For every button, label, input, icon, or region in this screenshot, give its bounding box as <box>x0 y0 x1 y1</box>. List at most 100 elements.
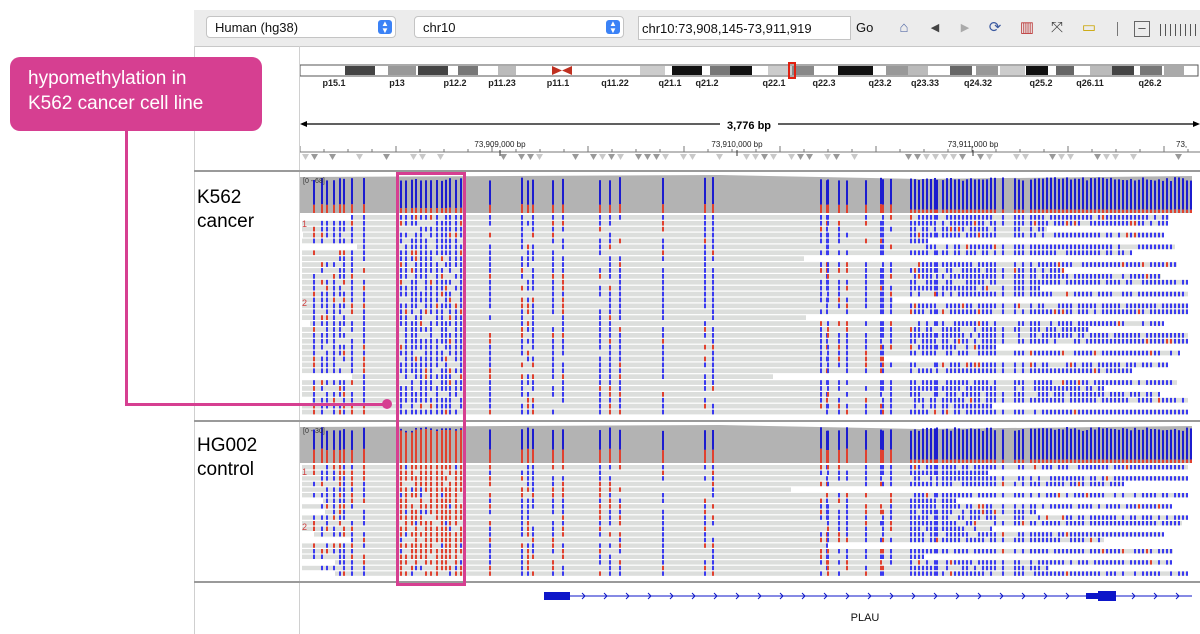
aligned-read <box>312 397 1188 403</box>
refresh-icon[interactable]: ⟳ <box>988 19 1002 36</box>
cpg-call <box>441 285 443 291</box>
cpg-call <box>910 386 912 391</box>
cpg-call <box>704 571 706 576</box>
home-icon[interactable]: ⌂ <box>899 19 909 36</box>
cpg-call <box>1038 368 1040 374</box>
repeat-glyph <box>527 154 534 160</box>
genome-dropdown[interactable]: Human (hg38) ▲ ▼ <box>206 16 396 38</box>
centromere <box>552 66 562 75</box>
cpg-call <box>1166 521 1168 526</box>
cpg-call <box>914 554 916 559</box>
coverage-bar-methylated <box>954 459 956 463</box>
cpg-call <box>430 549 432 554</box>
cpg-call <box>1058 309 1060 315</box>
cpg-call <box>1134 309 1136 315</box>
cpg-call <box>599 554 601 559</box>
coverage-bar-methylated <box>1118 459 1120 463</box>
cpg-call <box>954 386 956 391</box>
go-button[interactable]: Go <box>856 20 874 35</box>
cpg-call <box>882 515 884 520</box>
cpg-call <box>405 344 407 350</box>
cpg-call <box>1094 274 1096 279</box>
popup-info-icon[interactable]: ▭ <box>1081 19 1097 36</box>
zoom-slider[interactable] <box>1160 24 1200 36</box>
coverage-bar-methylated <box>922 459 924 463</box>
cpg-call <box>449 481 451 487</box>
hg002-alignment-track[interactable] <box>300 423 1192 579</box>
cpg-call <box>351 526 353 531</box>
cpg-call <box>460 537 462 543</box>
cpg-call <box>552 493 554 498</box>
track-name-hg002[interactable]: HG002 control <box>197 434 257 482</box>
cpg-call <box>1038 338 1040 344</box>
cpg-call <box>918 498 920 503</box>
cpg-call <box>1082 571 1084 576</box>
coverage-bar-methylated <box>313 449 315 463</box>
cpg-call <box>351 356 353 362</box>
ideogram-band <box>886 66 908 75</box>
cpg-call <box>1018 532 1020 537</box>
cpg-call <box>430 493 432 498</box>
cpg-call <box>449 232 451 238</box>
cpg-call <box>1142 560 1144 565</box>
track-name-line: control <box>197 459 255 480</box>
k562-alignment-track[interactable] <box>300 173 1192 418</box>
cpg-call <box>441 487 443 492</box>
cpg-call <box>449 321 451 326</box>
cpg-call <box>532 481 534 487</box>
zoom-out-icon[interactable]: – <box>1134 21 1150 37</box>
cpg-call <box>339 504 341 509</box>
cpg-call <box>411 465 413 470</box>
cpg-call <box>521 327 523 332</box>
cpg-call <box>942 250 944 256</box>
ideogram-band <box>950 66 972 75</box>
coverage-bar-unmethylated <box>827 430 829 451</box>
cpg-call <box>313 285 315 291</box>
coverage-bar-unmethylated <box>425 427 427 430</box>
chromosome-ideogram[interactable] <box>300 62 1199 79</box>
cpg-call <box>946 509 948 515</box>
cpg-call <box>926 526 928 531</box>
coverage-bar-unmethylated <box>343 178 345 205</box>
coverage-bar-methylated <box>1038 209 1040 213</box>
cpg-call <box>986 274 988 279</box>
cpg-call <box>982 565 984 571</box>
cpg-call <box>445 560 447 565</box>
cpg-call <box>934 321 936 326</box>
cpg-call <box>846 321 848 326</box>
cpg-call <box>1150 333 1152 338</box>
cpg-call <box>405 285 407 291</box>
cpg-call <box>1014 565 1016 571</box>
coverage-bar-unmethylated <box>1134 427 1136 460</box>
coverage-bar-methylated <box>982 209 984 213</box>
cpg-call <box>1142 220 1144 226</box>
back-arrow-icon[interactable]: ◀ <box>930 22 940 34</box>
cpg-call <box>420 487 422 492</box>
coverage-bar-methylated <box>1002 209 1004 213</box>
cpg-call <box>704 515 706 520</box>
cpg-call <box>343 504 345 509</box>
chromosome-dropdown[interactable]: chr10 ▲ ▼ <box>414 16 624 38</box>
gene-track[interactable]: PLAU <box>300 584 1192 630</box>
cpg-call <box>527 571 529 576</box>
cpg-call <box>532 274 534 279</box>
locus-input[interactable]: chr10:73,908,145-73,911,919 <box>638 16 851 40</box>
forward-arrow-icon[interactable]: ▶ <box>960 22 970 34</box>
cpg-call <box>430 291 432 297</box>
cpg-call <box>978 481 980 487</box>
cpg-call <box>1162 321 1164 326</box>
cpg-call <box>1038 215 1040 220</box>
cpg-call <box>962 481 964 487</box>
resize-icon[interactable]: ⤧ <box>1050 19 1063 36</box>
coverage-bar-unmethylated <box>1066 427 1068 460</box>
cpg-call <box>934 549 936 554</box>
track-name-k562[interactable]: K562 cancer <box>197 186 254 234</box>
gene-exon <box>1098 591 1116 601</box>
cpg-call <box>339 509 341 515</box>
coverage-bar-methylated <box>982 459 984 463</box>
region-of-interest-icon[interactable]: ▥ <box>1019 19 1035 36</box>
coverage-bar-unmethylated <box>313 429 315 450</box>
cpg-call <box>420 238 422 244</box>
cpg-call <box>922 344 924 350</box>
cpg-call <box>489 262 491 267</box>
